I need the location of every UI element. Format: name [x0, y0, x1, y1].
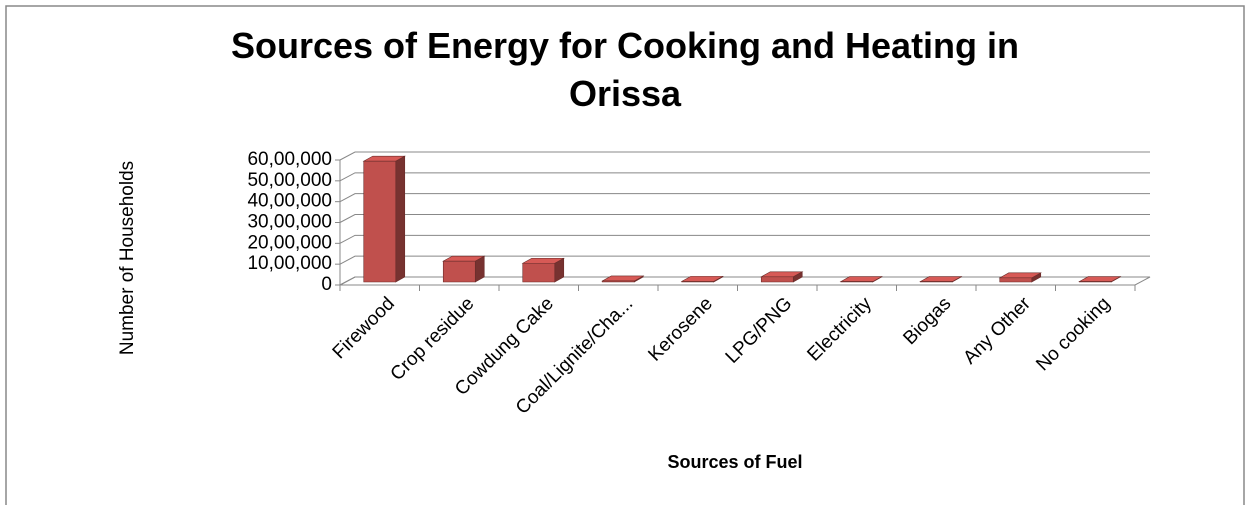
y-tick-label: 10,00,000: [247, 253, 332, 274]
bar-side: [395, 155, 406, 283]
y-axis-title: Number of Households: [117, 161, 138, 355]
x-tick-label: No cooking: [1032, 293, 1114, 375]
bar-front: [999, 277, 1033, 283]
bar-front: [363, 160, 397, 283]
x-tick-label: Electricity: [803, 293, 876, 366]
y-tick-label: 60,00,000: [247, 149, 332, 170]
bar: [1078, 276, 1122, 283]
x-tick-label: Any Other: [959, 293, 1035, 369]
grid-line: [339, 255, 1150, 265]
bar: [839, 276, 883, 283]
bar-front: [601, 280, 635, 283]
grid-line: [339, 193, 1150, 203]
bar-front: [681, 281, 715, 283]
bar-front: [522, 262, 556, 283]
bar-front: [760, 276, 794, 283]
bar: [760, 271, 804, 283]
y-tick-label: 50,00,000: [247, 170, 332, 191]
x-tick-label: Biogas: [899, 293, 955, 349]
grid-line: [339, 214, 1150, 223]
bar-front: [442, 260, 476, 283]
bar: [601, 275, 645, 283]
y-tick-label: 20,00,000: [247, 232, 332, 253]
bar: [362, 155, 406, 283]
chart-border: [5, 5, 1245, 505]
bar: [442, 255, 486, 283]
bar: [680, 275, 724, 283]
x-axis-title: Sources of Fuel: [667, 452, 802, 472]
bar: [521, 257, 565, 283]
y-tick-label: 40,00,000: [247, 191, 332, 212]
chart-title: Sources of Energy for Cooking and Heatin…: [230, 25, 1020, 114]
x-tick-label: Kerosene: [644, 293, 716, 365]
grid-line: [339, 276, 1150, 286]
grid-line: [339, 234, 1150, 244]
grid-line: [339, 151, 1150, 161]
y-tick-label: 0: [321, 274, 332, 295]
bar: [998, 272, 1042, 283]
x-tick-label: LPG/PNG: [722, 293, 797, 368]
y-tick-label: 30,00,000: [247, 212, 332, 233]
bar: [919, 276, 963, 283]
x-tick-label: Firewood: [329, 293, 399, 363]
grid-line: [339, 172, 1150, 182]
